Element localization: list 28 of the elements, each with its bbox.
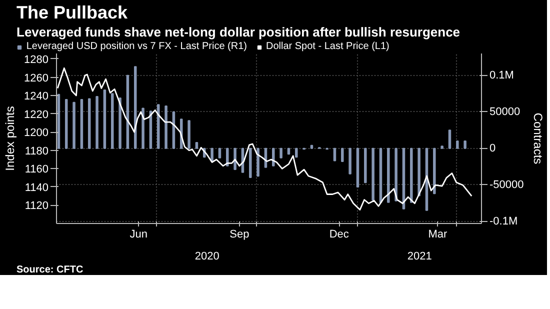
y-tick-label: 1200 — [24, 127, 49, 140]
legend-label: Dollar Spot - Last Price (L1) — [266, 41, 390, 52]
y2-tick-label: 0 — [490, 142, 496, 154]
line-series — [56, 67, 472, 210]
y-tick-label: 1280 — [24, 54, 49, 66]
source-note: Source: CFTC — [16, 264, 84, 276]
text: 2021 — [407, 250, 432, 262]
y-tick-label: 1160 — [24, 164, 48, 176]
y-tick-label: 1220 — [24, 108, 49, 121]
y2-tick-label: 50000 — [490, 106, 520, 118]
legend-label: Leveraged USD position vs 7 FX - Last Price (R1) — [26, 41, 247, 52]
y2-tick-label: 0.1M — [490, 69, 514, 82]
y2-tick-label: -0.1M — [490, 215, 518, 228]
text: 2020 — [194, 250, 220, 262]
y-tick-label: 1180 — [24, 145, 48, 158]
chart-title: The Pullback — [16, 2, 129, 22]
y-tick-label: 1120 — [24, 200, 48, 212]
x-tick-label: Jun — [130, 228, 148, 240]
chart-subtitle: Leveraged funds shave net-long dollar position after bullish resurgence — [16, 24, 460, 40]
y-tick-label: 1140 — [24, 182, 48, 194]
y-tick-label: 1260 — [24, 72, 49, 84]
y-axis-title: Index points — [3, 106, 18, 171]
y2-axis-title: Contracts — [530, 112, 545, 164]
x-tick-label: Sep — [230, 228, 250, 240]
x-tick-label: Dec — [329, 228, 350, 240]
y-tick-label: 1240 — [24, 90, 49, 103]
x-tick-label: Mar — [428, 228, 448, 240]
y2-tick-label: -50000 — [490, 178, 524, 191]
